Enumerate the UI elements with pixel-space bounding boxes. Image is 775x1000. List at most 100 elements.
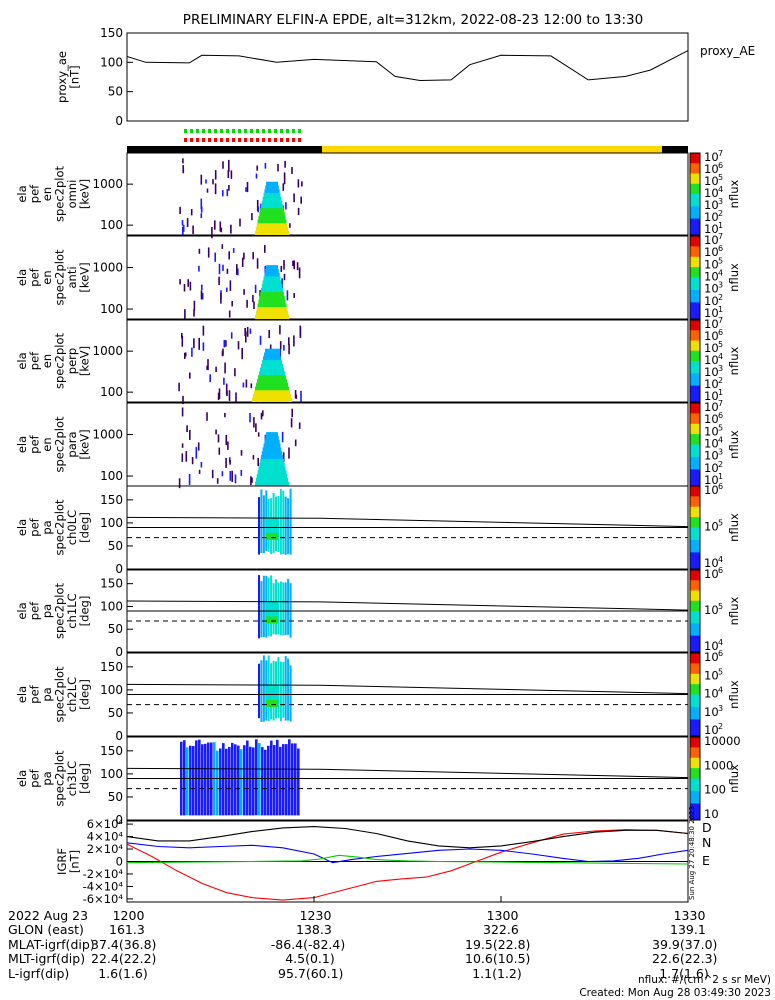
spectrogram-para-scatter-54 [288,447,290,459]
pitch-angle-ch2-colorbar-cell-25 [690,704,700,708]
indicator-green-11 [250,129,253,133]
spectrogram-anti-colorbar-cell-24 [690,285,700,289]
pitch-angle-ch3-colorbar-cell-5 [690,747,700,750]
pitch-angle-ch3-colorbar-cell-9 [690,755,700,759]
spectrogram-anti-colorbar-exp-4: 5 [718,256,723,265]
spectrogram-anti-colorbar-cell-29 [690,296,700,299]
spectrogram-para-colorbar-tick-2: 10 [704,449,719,463]
pitch-angle-ch2-colorbar-cell-6 [690,665,700,669]
spectrogram-omni-colorbar-exp-6: 7 [718,149,723,158]
spectrogram-anti-colorbar-exp-5: 6 [718,244,723,253]
pitch-angle-ch3-column-15 [225,748,228,816]
spectrogram-para-scatter-21 [298,422,301,429]
pitch-angle-ch1-column-2 [262,575,265,638]
pitch-angle-ch2-ylabel-line-2: pa [40,687,54,701]
pitch-angle-ch0-colorbar-cell-0 [690,486,700,489]
pitch-angle-ch0-ylabel-line-5: [deg] [78,512,92,543]
spectrogram-perp-scatter-37 [245,379,248,388]
pitch-angle-ch3-colorbar-cell-0 [690,737,700,740]
spectrogram-anti-colorbar-cell-18 [690,273,700,276]
pitch-angle-ch2-ylabel-line-3: spec2plot [53,666,67,723]
spectrogram-perp-colorbar-cell-15 [690,350,700,354]
spectrogram-anti-ylabel-line-5: [keV] [78,262,92,292]
spectrogram-perp-colorbar-cell-7 [690,334,700,337]
pitch-angle-ch3-colorbar-frame [689,736,701,821]
spectrogram-omni-colorbar-cell-0 [690,153,700,156]
spectrogram-para-colorbar-tick-3: 10 [704,437,719,451]
spectrogram-para-scatter-15 [294,439,297,447]
spectrogram-omni-colorbar-cell-4 [690,161,700,164]
ephemeris-row-2: MLT-igrf(dip) 22.4(22.2) 4.5(0.1) 10.6(10.5… [0,952,775,966]
spectrogram-omni-core-row-9 [258,215,286,220]
pitch-angle-ch3-column-21 [243,745,246,816]
spectrogram-perp-scatter-29 [224,362,226,374]
spectrogram-omni-colorbar-exp-4: 5 [718,173,723,182]
spectrogram-omni-scatter-6 [230,170,233,179]
spectrogram-omni-ylabel-line-0: ela [15,185,29,202]
spectrogram-anti-scatter-10 [253,301,255,310]
pitch-angle-ch0-colorbar-cell-26 [690,539,700,543]
spectrogram-para-scatter-43 [186,425,188,433]
indicator-green-1 [190,129,193,133]
pitch-angle-ch1-colorbar-cell-14 [690,598,700,602]
spectrogram-perp-colorbar-cell-35 [690,391,700,395]
spectrogram-omni-scatter-46 [301,181,303,187]
pitch-angle-ch3-column-34 [282,744,285,816]
pitch-angle-ch3-column-26 [258,743,261,816]
pitch-angle-ch2-column-1 [260,660,263,722]
spectrogram-omni-colorbar-cell-10 [690,173,700,177]
spectrogram-para-colorbar-tick-5: 10 [704,412,719,426]
spectrogram-para-colorbar-cell-9 [690,421,700,425]
pitch-angle-ch3-colorbar-cell-3 [690,743,700,746]
pitch-angle-ch3-losscone-upper [126,767,689,779]
spectrogram-perp-scatter-31 [299,325,302,336]
spectrogram-anti-ytick-label-1: 1000 [92,261,123,275]
pitch-angle-ch0-colorbar-cell-25 [690,537,700,541]
pitch-angle-ch3-colorbar-cell-30 [690,799,700,802]
pitch-angle-ch3-colorbar-cell-2 [690,741,700,744]
spectrogram-omni-colorbar-exp-5: 6 [718,161,723,170]
pitch-angle-ch2-colorbar-cell-21 [690,696,700,700]
pitch-angle-ch2-colorbar-cell-11 [690,675,700,679]
spectrogram-perp-colorbar-cell-17 [690,354,700,358]
orbit-bar-yellow [322,146,662,153]
spectrogram-perp-scatter-2 [230,332,233,339]
spectrogram-para-scatter-41 [185,451,188,462]
spectrogram-anti-scatter-32 [226,287,228,292]
spectrogram-omni-scatter-22 [200,213,203,219]
pitch-angle-ch2-ylabel-line-4: ch2LC [65,677,79,712]
pitch-angle-ch3-colorbar-cell-17 [690,772,700,775]
spectrogram-omni-core-row-0 [266,181,278,186]
indicator-green-7 [226,129,229,133]
spectrogram-perp-scatter-53 [181,336,184,347]
pitch-angle-ch0-ylabel-line-2: pa [40,520,54,534]
pitch-angle-ch3-column-19 [237,745,240,816]
pitch-angle-ch1-colorbar-cell-32 [690,635,700,639]
spectrogram-para-scatter-53 [255,423,257,432]
spectrogram-para-scatter-55 [257,457,259,467]
ephemeris-row-0-label: GLON (east) [8,922,84,937]
spectrogram-omni-core-row-4 [262,196,282,201]
pitch-angle-ch1-colorbar-cell-33 [690,637,700,641]
spectrogram-perp-colorbar-cell-12 [690,344,700,348]
pitch-angle-ch1-colorbar-cell-29 [690,629,700,632]
pitch-angle-ch1-colorbar-tick-1: 10 [704,603,719,617]
spectrogram-anti-scatter-30 [184,309,186,319]
pitch-angle-ch3-ylabel-line-3: spec2plot [53,750,67,807]
spectrogram-omni-colorbar-tick-6: 10 [704,150,719,164]
spectrogram-perp-colorbar-cell-14 [690,348,700,352]
spectrogram-anti-scatter-11 [228,251,230,260]
spectrogram-omni-ytick-label-1: 1000 [92,177,123,191]
spectrogram-omni-colorbar-cell-12 [690,177,700,181]
spectrogram-anti-scatter-26 [236,264,238,275]
spectrogram-anti-colorbar-cell-12 [690,260,700,264]
pitch-angle-ch1-core-3 [266,612,278,620]
pitch-angle-ch0-ytick-label-0: 0 [115,562,123,576]
pitch-angle-ch0-colorbar-cell-21 [690,529,700,533]
spectrogram-para-scatter-31 [221,471,224,477]
spectrogram-perp-colorbar-exp-0: 1 [718,388,723,397]
pitch-angle-ch0-colorbar-cell-10 [690,506,700,510]
indicator-green-0 [184,129,187,133]
pitch-angle-ch3-column-7 [201,744,204,816]
spectrogram-perp-colorbar-cell-11 [690,342,700,346]
